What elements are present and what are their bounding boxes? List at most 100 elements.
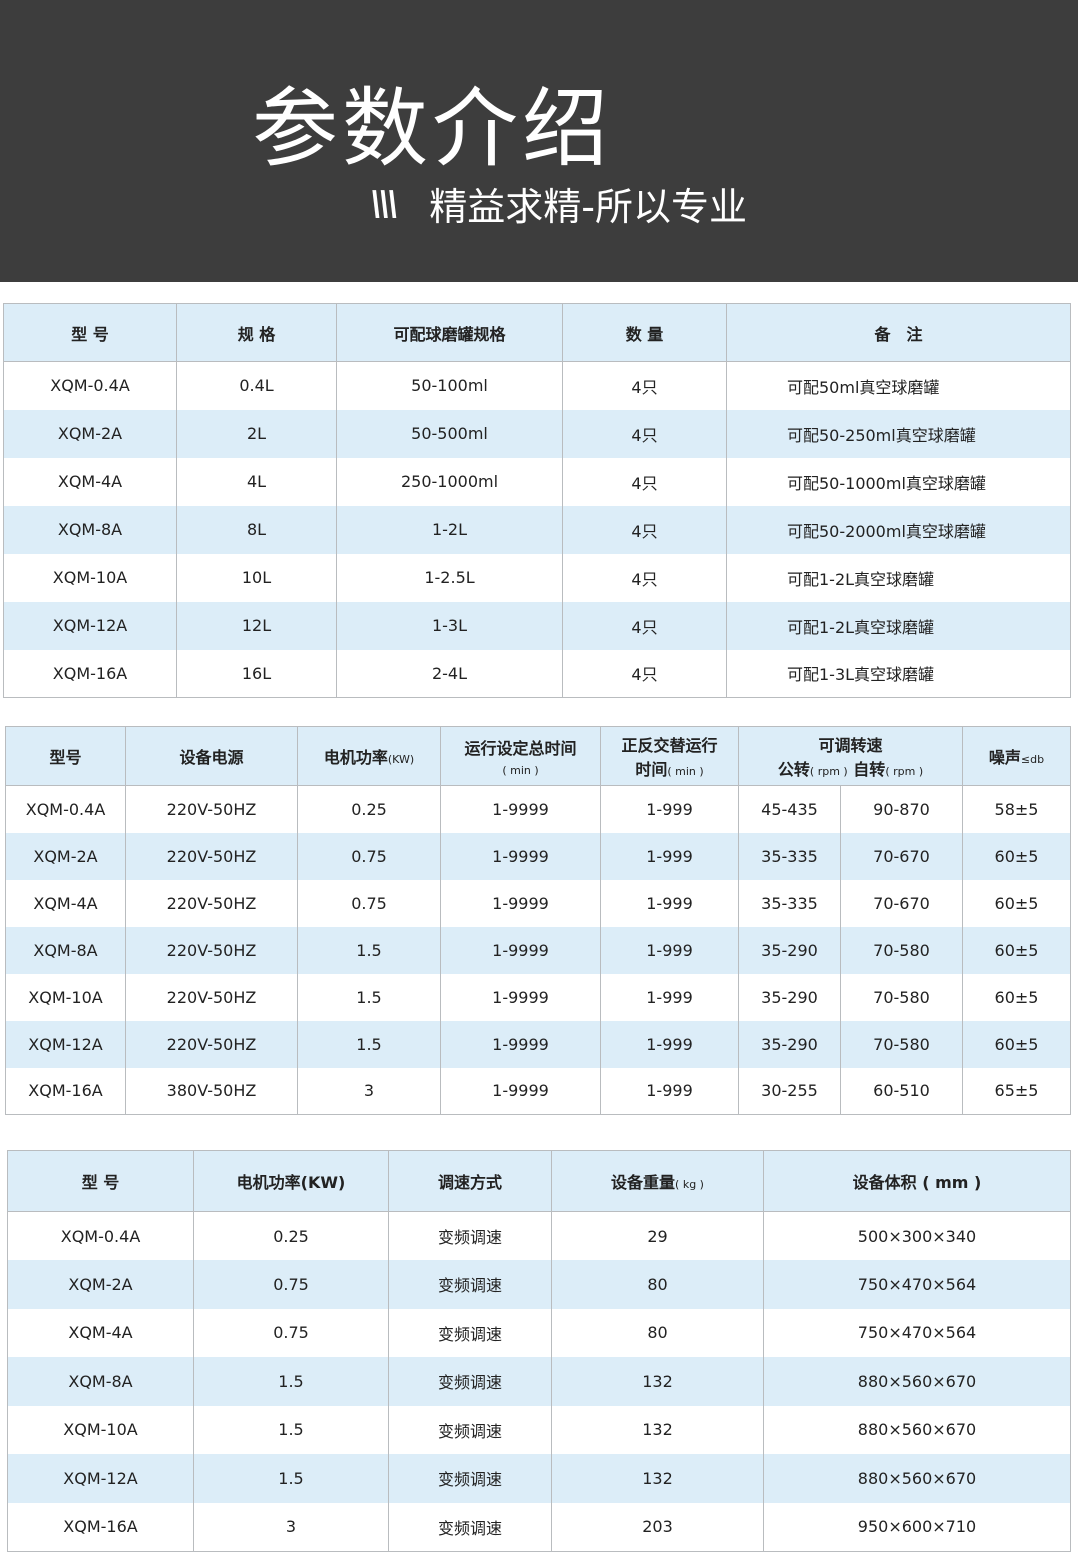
table-cell: XQM-4A	[7, 1308, 194, 1357]
table-row: XQM-10A 220V-50HZ 1.5 1-9999 1-999 35-290 70-5…	[5, 973, 1072, 1021]
table-cell: 1-999	[600, 1067, 739, 1115]
table-cell: XQM-16A	[5, 1067, 126, 1115]
table-row: XQM-12A 220V-50HZ 1.5 1-9999 1-999 35-290 70-5…	[5, 1020, 1072, 1068]
table-cell: 1-999	[600, 926, 739, 974]
table-cell: 60±5	[962, 832, 1072, 880]
header-power-supply: 设备电源	[125, 726, 298, 786]
table-row: XQM-10A 10L 1-2.5L 4只 可配1-2L真空球磨罐	[3, 553, 1071, 602]
table-cell: 变频调速	[388, 1502, 552, 1551]
table-cell: 80	[551, 1260, 764, 1309]
table-cell: 60±5	[962, 879, 1072, 927]
table-cell: 0.75	[193, 1308, 389, 1357]
table-cell: 10L	[176, 553, 337, 602]
table-cell: 1.5	[297, 926, 441, 974]
table-row: XQM-4A 0.75 变频调速 80 750×470×564	[7, 1308, 1071, 1357]
table-cell: 132	[551, 1357, 764, 1406]
table-row: XQM-8A 1.5 变频调速 132 880×560×670	[7, 1357, 1071, 1406]
table-cell: 可配1-2L真空球磨罐	[726, 601, 1071, 650]
table-cell: 可配1-3L真空球磨罐	[726, 649, 1071, 698]
table-cell: 880×560×670	[763, 1405, 1071, 1454]
triple-slash-icon: \\\	[370, 183, 399, 224]
table-cell: XQM-8A	[5, 926, 126, 974]
table-cell: 变频调速	[388, 1260, 552, 1309]
table-cell: 1-9999	[440, 785, 601, 833]
header-weight: 设备重量( kg )	[551, 1150, 764, 1212]
table-cell: 45-435	[738, 785, 841, 833]
table-cell: 4只	[562, 649, 727, 698]
subtitle-text: 精益求精-所以专业	[429, 185, 747, 229]
table-cell: XQM-12A	[5, 1020, 126, 1068]
table-cell: 58±5	[962, 785, 1072, 833]
table-row: XQM-8A 220V-50HZ 1.5 1-9999 1-999 35-290 70-58…	[5, 926, 1072, 974]
table-cell: 880×560×670	[763, 1357, 1071, 1406]
header-noise: 噪声≤db	[962, 726, 1072, 786]
table-cell: 4L	[176, 457, 337, 506]
table-cell: 500×300×340	[763, 1211, 1071, 1260]
table-cell: 4只	[562, 505, 727, 554]
table-cell: 80	[551, 1308, 764, 1357]
header-cell: 可配球磨罐规格	[336, 303, 563, 362]
table-row: XQM-16A 3 变频调速 203 950×600×710	[7, 1502, 1071, 1551]
table-cell: XQM-2A	[5, 832, 126, 880]
table-cell: 950×600×710	[763, 1502, 1071, 1551]
header-cell: 型 号	[3, 303, 177, 362]
table-cell: 35-335	[738, 832, 841, 880]
header-volume: 设备体积 ( mm )	[763, 1150, 1071, 1212]
table-cell: 1-999	[600, 879, 739, 927]
subtitle: \\\ 精益求精-所以专业	[370, 176, 747, 231]
table-cell: 变频调速	[388, 1357, 552, 1406]
table-cell: 1.5	[297, 973, 441, 1021]
table-cell: 70-580	[839, 1020, 964, 1068]
table-cell: XQM-0.4A	[5, 785, 126, 833]
header-model: 型 号	[7, 1150, 194, 1212]
table-cell: 220V-50HZ	[125, 879, 298, 927]
table-cell: 880×560×670	[763, 1454, 1071, 1503]
spec-table-capacity: 型 号规 格可配球磨罐规格数 量备 注 XQM-0.4A 0.4L 50-100ml…	[3, 303, 1071, 698]
table-cell: 可配50ml真空球磨罐	[726, 361, 1071, 410]
table-cell: 220V-50HZ	[125, 1020, 298, 1068]
table-cell: 65±5	[962, 1067, 1072, 1115]
table-cell: 1.5	[193, 1357, 389, 1406]
table-row: XQM-0.4A 0.25 变频调速 29 500×300×340	[7, 1211, 1071, 1260]
table-cell: 29	[551, 1211, 764, 1260]
table-cell: 50-500ml	[336, 409, 563, 458]
header-adjustable-speed: 可调转速 公转( rpm ) 自转( rpm )	[737, 726, 964, 786]
table-cell: 1-9999	[440, 832, 601, 880]
table-cell: 12L	[176, 601, 337, 650]
table-cell: XQM-4A	[5, 879, 126, 927]
table-cell: 变频调速	[388, 1308, 552, 1357]
table-cell: XQM-10A	[7, 1405, 194, 1454]
table-cell: 35-290	[738, 1020, 841, 1068]
table-cell: XQM-2A	[3, 409, 177, 458]
table-cell: 1-999	[600, 832, 739, 880]
table-row: XQM-12A 12L 1-3L 4只 可配1-2L真空球磨罐	[3, 601, 1071, 650]
table-cell: 1.5	[193, 1454, 389, 1503]
table-cell: 1-3L	[336, 601, 563, 650]
table-cell: XQM-2A	[7, 1260, 194, 1309]
table-row: XQM-16A 380V-50HZ 3 1-9999 1-999 30-255 60-510…	[5, 1067, 1072, 1115]
table-cell: 70-580	[839, 926, 964, 974]
table-row: XQM-2A 2L 50-500ml 4只 可配50-250ml真空球磨罐	[3, 409, 1071, 458]
table-cell: 1-2.5L	[336, 553, 563, 602]
table-cell: 30-255	[738, 1067, 841, 1115]
table-cell: XQM-16A	[3, 649, 177, 698]
table-cell: XQM-16A	[7, 1502, 194, 1551]
table-cell: 可配50-1000ml真空球磨罐	[726, 457, 1071, 506]
table-cell: 0.25	[193, 1211, 389, 1260]
table-row: XQM-0.4A 220V-50HZ 0.25 1-9999 1-999 45-435 90…	[5, 785, 1072, 833]
header-motor-power: 电机功率(KW)	[297, 726, 441, 786]
table-cell: 70-670	[839, 832, 964, 880]
table-cell: 60±5	[962, 1020, 1072, 1068]
banner: 参数介绍 \\\ 精益求精-所以专业	[0, 0, 1078, 282]
table-cell: 132	[551, 1405, 764, 1454]
table-row: XQM-8A 8L 1-2L 4只 可配50-2000ml真空球磨罐	[3, 505, 1071, 554]
table-row: XQM-16A 16L 2-4L 4只 可配1-3L真空球磨罐	[3, 649, 1071, 698]
table-row: XQM-12A 1.5 变频调速 132 880×560×670	[7, 1454, 1071, 1503]
table-cell: 220V-50HZ	[125, 973, 298, 1021]
table-cell: 1-9999	[440, 926, 601, 974]
table-cell: 0.4L	[176, 361, 337, 410]
table-cell: XQM-10A	[3, 553, 177, 602]
table-row: XQM-10A 1.5 变频调速 132 880×560×670	[7, 1405, 1071, 1454]
table-cell: 750×470×564	[763, 1260, 1071, 1309]
table-row: XQM-2A 220V-50HZ 0.75 1-9999 1-999 35-335 70-6…	[5, 832, 1072, 880]
